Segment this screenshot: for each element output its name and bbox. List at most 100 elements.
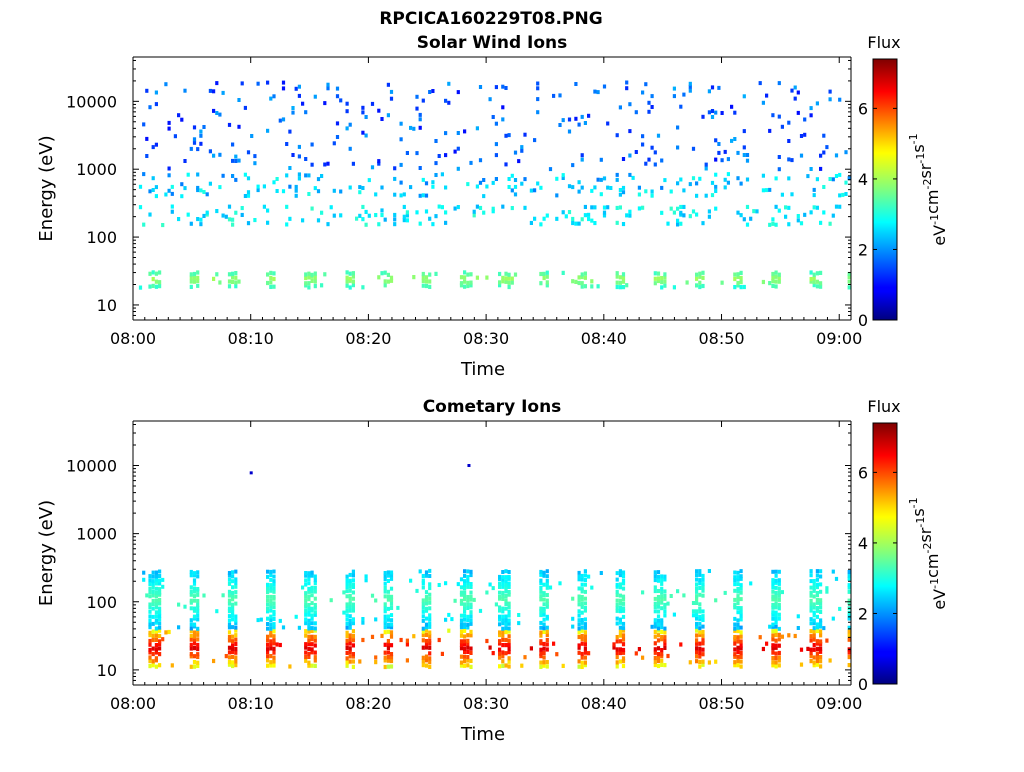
- heatmap-cell: [504, 569, 508, 574]
- heatmap-cell: [784, 205, 788, 210]
- heatmap-cell: [698, 621, 702, 626]
- heatmap-cell: [266, 609, 270, 614]
- heatmap-cell: [739, 634, 743, 639]
- heatmap-cell: [621, 663, 626, 669]
- heatmap-cell: [583, 578, 587, 582]
- heatmap-cell: [774, 585, 778, 590]
- heatmap-cell: [583, 582, 587, 587]
- heatmap-cell: [701, 585, 705, 590]
- heatmap-cell: [656, 622, 661, 627]
- heatmap-cell: [647, 100, 651, 105]
- heatmap-cell: [507, 177, 511, 181]
- heatmap-cell: [281, 117, 286, 122]
- heatmap-cell: [501, 279, 505, 284]
- heatmap-cell: [421, 581, 425, 586]
- heatmap-cell: [583, 625, 587, 630]
- heatmap-cell: [628, 129, 632, 134]
- heatmap-cell: [304, 658, 308, 663]
- heatmap-cell: [266, 649, 270, 654]
- heatmap-cell: [647, 109, 651, 114]
- heatmap-cell: [183, 88, 187, 93]
- heatmap-cell: [615, 602, 619, 607]
- heatmap-cell: [291, 106, 295, 110]
- heatmap-cell: [507, 656, 511, 661]
- heatmap-cell: [501, 117, 505, 122]
- heatmap-cell: [682, 213, 686, 218]
- heatmap-cell: [758, 81, 762, 86]
- heatmap-cell: [501, 570, 505, 574]
- heatmap-cell: [208, 181, 212, 186]
- heatmap-cell: [580, 589, 584, 594]
- heatmap-cell: [154, 185, 158, 190]
- heatmap-cell: [307, 634, 311, 639]
- heatmap-cell: [231, 142, 235, 147]
- heatmap-cell: [412, 126, 416, 131]
- heatmap-cell: [815, 177, 819, 182]
- heatmap-cell: [542, 271, 546, 276]
- heatmap-cell: [771, 650, 775, 655]
- heatmap-cell: [361, 110, 365, 115]
- heatmap-cell: [189, 652, 193, 657]
- heatmap-cell: [380, 185, 384, 190]
- heatmap-cell: [348, 146, 352, 151]
- heatmap-cell: [304, 272, 308, 277]
- heatmap-cell: [812, 187, 816, 192]
- heatmap-cell: [504, 602, 508, 606]
- heatmap-cell: [615, 582, 619, 587]
- heatmap-cell: [580, 217, 584, 222]
- heatmap-cell: [621, 626, 626, 631]
- heatmap-cell: [351, 659, 355, 664]
- heatmap-cell: [339, 98, 343, 103]
- heatmap-cell: [621, 633, 626, 638]
- heatmap-cell: [812, 643, 816, 648]
- colorbar-tick-label: 0: [858, 311, 868, 330]
- heatmap-cell: [234, 569, 238, 574]
- heatmap-cell: [421, 645, 425, 650]
- heatmap-cell: [701, 609, 705, 614]
- heatmap-cell: [847, 285, 851, 290]
- heatmap-cell: [234, 625, 238, 630]
- heatmap-cell: [148, 650, 152, 655]
- heatmap-cell: [364, 115, 368, 119]
- heatmap-cell: [618, 609, 622, 614]
- heatmap-cell: [383, 625, 387, 630]
- heatmap-cell: [574, 116, 578, 121]
- heatmap-cell: [542, 612, 546, 617]
- heatmap-cell: [345, 663, 349, 668]
- heatmap-cell: [736, 570, 740, 575]
- heatmap-cell: [765, 188, 769, 193]
- heatmap-cell: [653, 624, 657, 629]
- heatmap-cell: [237, 98, 241, 102]
- heatmap-cell: [272, 180, 276, 185]
- heatmap-cell: [701, 647, 705, 652]
- heatmap-cell: [698, 606, 702, 611]
- heatmap-cell: [421, 193, 425, 198]
- heatmap-cell: [580, 651, 584, 657]
- heatmap-cell: [577, 664, 581, 669]
- heatmap-cell: [463, 659, 467, 664]
- heatmap-cell: [428, 606, 432, 611]
- heatmap-cell: [389, 625, 394, 630]
- heatmap-cell: [243, 105, 247, 110]
- heatmap-cell: [701, 662, 705, 667]
- heatmap-cell: [548, 585, 553, 590]
- heatmap-cell: [266, 626, 270, 631]
- heatmap-cell: [564, 214, 568, 219]
- heatmap-cell: [793, 96, 797, 101]
- heatmap-cell: [345, 650, 349, 655]
- heatmap-cell: [812, 602, 816, 607]
- heatmap-cell: [733, 654, 737, 659]
- heatmap-cell: [577, 613, 581, 618]
- heatmap-cell: [777, 663, 781, 668]
- heatmap-cell: [469, 160, 473, 165]
- heatmap-cell: [669, 189, 673, 194]
- heatmap-cell: [621, 581, 626, 586]
- heatmap-cell: [459, 642, 464, 647]
- heatmap-cell: [428, 613, 432, 618]
- heatmap-cell: [192, 641, 197, 646]
- heatmap-cell: [339, 213, 343, 218]
- heatmap-cell: [154, 647, 158, 652]
- heatmap-cell: [819, 220, 823, 225]
- heatmap-cell: [243, 172, 247, 177]
- heatmap-cell: [231, 639, 235, 644]
